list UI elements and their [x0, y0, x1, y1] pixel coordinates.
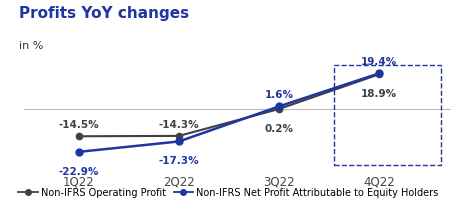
Text: -17.3%: -17.3%: [159, 156, 199, 166]
Text: 1.6%: 1.6%: [265, 90, 294, 100]
Text: -14.3%: -14.3%: [159, 119, 199, 129]
Text: 19.4%: 19.4%: [361, 57, 397, 67]
Text: -22.9%: -22.9%: [58, 166, 99, 176]
Text: 18.9%: 18.9%: [361, 89, 397, 99]
Bar: [334, 66, 441, 165]
Text: Profits YoY changes: Profits YoY changes: [19, 6, 189, 21]
Text: -14.5%: -14.5%: [58, 120, 99, 130]
Legend: Non-IFRS Operating Profit, Non-IFRS Net Profit Attributable to Equity Holders: Non-IFRS Operating Profit, Non-IFRS Net …: [14, 184, 442, 201]
Text: in %: in %: [19, 41, 43, 51]
Text: 0.2%: 0.2%: [265, 123, 294, 133]
